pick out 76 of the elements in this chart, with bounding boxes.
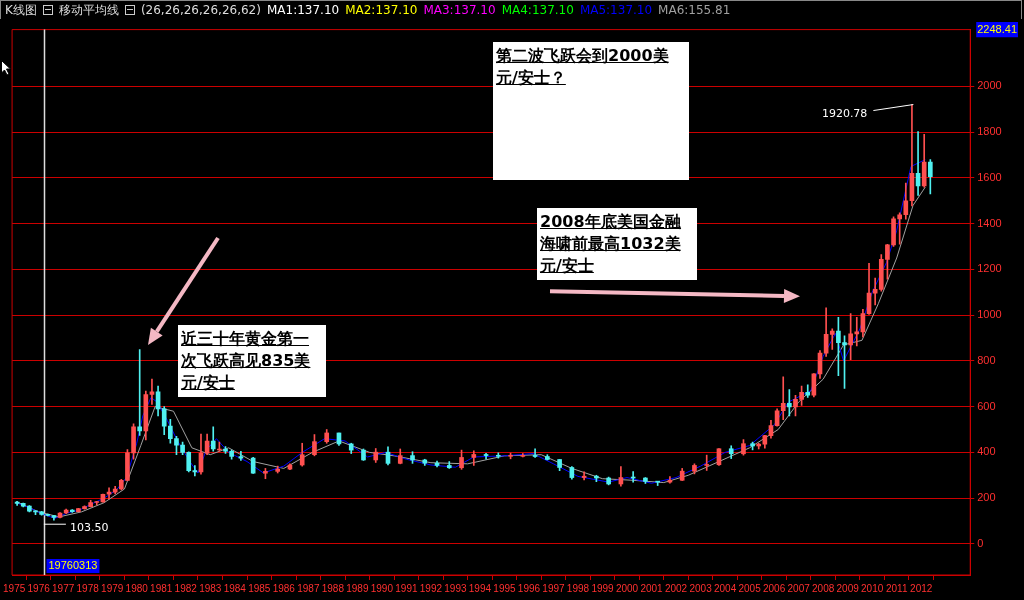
x-tick-label: 2006 xyxy=(762,582,786,594)
candlestick xyxy=(471,450,477,466)
x-tick-label: 1996 xyxy=(517,582,541,594)
x-tick-label: 1987 xyxy=(297,582,320,594)
y-tick-label: 0 xyxy=(977,536,984,549)
candlestick xyxy=(829,328,835,350)
x-tick-label: 1998 xyxy=(566,582,590,594)
x-tick-label: 1977 xyxy=(52,582,75,594)
x-tick-label: 1986 xyxy=(272,582,296,594)
candlestick xyxy=(483,452,489,460)
x-tick-label: 1994 xyxy=(468,582,492,594)
y-tick-label: 1400 xyxy=(977,216,1002,229)
text: MA2:137.10 xyxy=(345,3,418,17)
y-tick-label: 600 xyxy=(977,399,996,412)
candlestick xyxy=(532,448,538,458)
x-tick-label: 1988 xyxy=(321,582,345,594)
text-box: 2008年底美国金融海啸前最高1032美元/安士 xyxy=(537,208,697,280)
y-tick-label: 1000 xyxy=(977,308,1002,321)
x-tick-label: 1995 xyxy=(493,582,516,594)
x-tick-label: 1999 xyxy=(591,582,615,594)
x-tick-label: 2012 xyxy=(910,582,933,594)
x-tick-label: 1982 xyxy=(174,582,198,594)
y-tick-label: 2248.41 xyxy=(977,22,1017,35)
x-tick-label: 1991 xyxy=(395,582,418,594)
x-tick-label: 2003 xyxy=(689,582,713,594)
x-tick-label: 1984 xyxy=(223,582,247,594)
candlestick xyxy=(192,465,198,477)
x-tick-label: 1990 xyxy=(370,582,394,594)
x-tick-label: 2005 xyxy=(738,582,762,594)
text: MA5:137.10 xyxy=(579,3,653,17)
x-tick-label: 1975 xyxy=(3,582,26,594)
x-tick-label: 1985 xyxy=(248,582,271,594)
candlestick xyxy=(780,376,786,421)
x-tick-label: 2002 xyxy=(664,582,688,594)
x-tick-label: 1983 xyxy=(199,582,222,594)
candlestick xyxy=(704,454,710,471)
x-tick-label: 1989 xyxy=(346,582,369,594)
x-tick-label: 1980 xyxy=(125,582,149,594)
text: 移动平均线 xyxy=(58,1,119,19)
candlestick xyxy=(106,487,112,500)
x-tick-label: 2007 xyxy=(787,582,811,594)
text: K线图 xyxy=(5,1,37,19)
x-tick-label: 1981 xyxy=(150,582,173,594)
x-tick-label: 2000 xyxy=(615,582,639,594)
x-tick-label: 1993 xyxy=(444,582,467,594)
candlestick xyxy=(149,378,155,405)
x-tick-label: 1997 xyxy=(542,582,566,594)
x-tick-label: 1976 xyxy=(27,582,51,594)
x-tick-label: 2009 xyxy=(836,582,860,594)
x-tick-label: 2004 xyxy=(713,582,737,594)
y-tick-label: 1600 xyxy=(977,170,1002,183)
text-box: 第二波飞跃会到2000美元/安士？ xyxy=(493,42,689,180)
y-tick-label: 1200 xyxy=(977,262,1002,275)
x-tick-label: 1978 xyxy=(76,582,100,594)
x-tick-label: 2008 xyxy=(812,582,835,594)
y-tick-label: 2000 xyxy=(977,79,1002,92)
text: MA4:137.10 xyxy=(501,3,574,17)
annotation: 103.50 xyxy=(69,521,109,535)
annotation: 1920.78 xyxy=(821,107,868,121)
text-box: 近三十年黄金第一次飞跃高见835美元/安士 xyxy=(178,325,326,397)
candlestick xyxy=(137,349,143,436)
y-tick-label: 200 xyxy=(977,491,996,504)
x-tick-label: 2011 xyxy=(885,582,908,594)
text: MA6:155.81 xyxy=(658,3,731,17)
text: MA3:137.10 xyxy=(423,3,496,17)
y-tick-label: 800 xyxy=(977,353,996,366)
y-tick-label: 400 xyxy=(977,445,996,458)
text: MA1:137.10 xyxy=(266,3,340,17)
y-tick-label: 1800 xyxy=(977,125,1002,138)
x-tick-label: 1979 xyxy=(101,582,124,594)
x-tick-label: 2001 xyxy=(640,582,664,594)
x-tick-label: 2010 xyxy=(861,582,884,594)
x-tick-label: 1992 xyxy=(419,582,443,594)
candlestick xyxy=(872,277,878,306)
ref-line-label: 19760313 xyxy=(48,559,98,572)
text: (26,26,26,26,26,62) xyxy=(140,3,261,17)
